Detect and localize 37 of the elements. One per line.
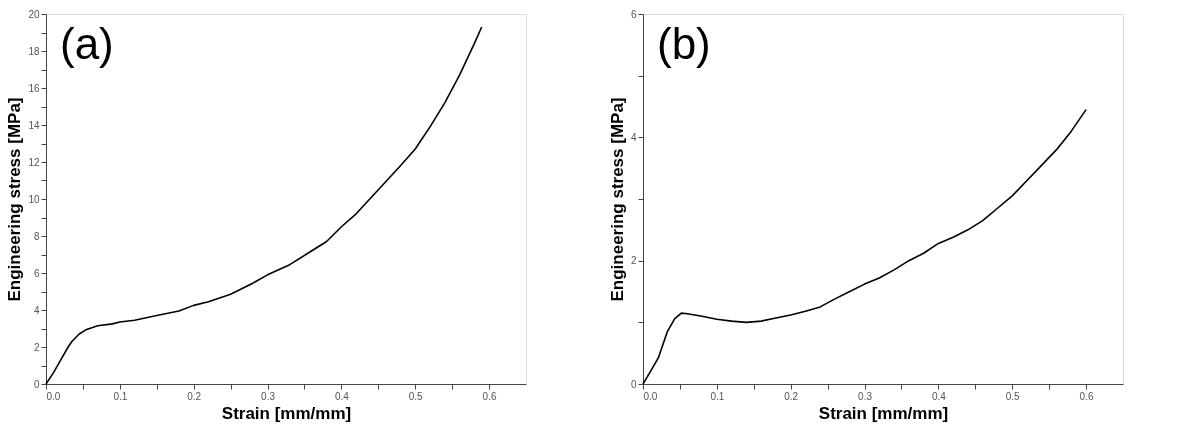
x-tick-label: 0.1 [710, 390, 725, 402]
x-tick-label: 0.2 [187, 390, 202, 402]
x-tick-label: 0.0 [46, 390, 61, 402]
x-tick-label: 0.3 [261, 390, 276, 402]
x-tick-label: 0.5 [408, 390, 424, 402]
annotation: (b) [657, 19, 711, 68]
x-axis-title: Strain [mm/mm] [221, 403, 352, 423]
y-tick-label: 6 [33, 267, 40, 279]
y-tick-label: 12 [28, 156, 40, 168]
y-tick-label: 6 [630, 8, 637, 20]
y-tick-label: 4 [630, 131, 637, 143]
y-axis-title: Engineering stress [MPa] [5, 97, 25, 302]
x-tick-label: 0.5 [1005, 390, 1021, 402]
y-tick-label: 0 [33, 378, 40, 390]
x-axis-title: Strain [mm/mm] [818, 403, 949, 423]
x-tick-label: 0.1 [113, 390, 128, 402]
y-tick-label: 20 [28, 8, 40, 20]
x-tick-label: 0.2 [784, 390, 799, 402]
x-tick-label: 0.6 [1079, 390, 1094, 402]
annotation: (a) [60, 19, 114, 68]
x-tick-label: 0.4 [931, 390, 947, 402]
x-tick-label: 0.3 [858, 390, 873, 402]
y-axis-title: Engineering stress [MPa] [607, 97, 627, 302]
x-tick-label: 0.4 [334, 390, 350, 402]
y-tick-label: 18 [28, 45, 40, 57]
line-series [642, 108, 1087, 385]
y-tick-label: 16 [28, 82, 40, 94]
x-tick-label: 0.6 [482, 390, 497, 402]
line-series [45, 26, 483, 385]
y-tick-label: 4 [33, 304, 40, 316]
y-tick-label: 8 [33, 230, 40, 242]
y-tick-label: 2 [630, 255, 637, 267]
y-tick-label: 2 [33, 341, 40, 353]
y-tick-label: 10 [28, 193, 40, 205]
y-tick-label: 0 [630, 378, 637, 390]
x-tick-label: 0.0 [643, 390, 658, 402]
y-tick-label: 14 [28, 119, 40, 131]
